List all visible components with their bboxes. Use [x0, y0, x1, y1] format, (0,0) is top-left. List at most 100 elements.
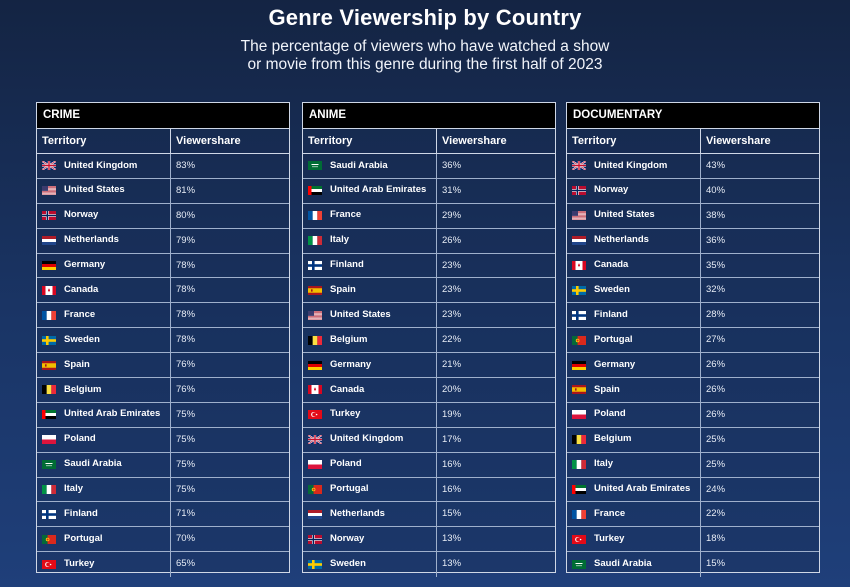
territory-name: Finland: [330, 259, 364, 271]
table-row: Finland 71%: [37, 502, 289, 528]
flag-no-icon: [308, 534, 322, 544]
anime-table: ANIME Territory Viewershare Saudi Arabia…: [302, 102, 556, 578]
viewershare-cell: 71%: [176, 508, 196, 520]
territory-cell: Norway: [303, 527, 437, 552]
flag-de-icon: [572, 360, 586, 370]
territory-name: United Arab Emirates: [330, 184, 427, 196]
territory-cell: Portugal: [303, 477, 437, 502]
territory-cell: Norway: [567, 178, 701, 203]
table-row: Netherlands 15%: [303, 502, 555, 528]
territory-name: Turkey: [64, 558, 95, 570]
territory-name: Spain: [330, 283, 356, 295]
table-row: Spain 76%: [37, 353, 289, 379]
territory-column-header: Territory: [567, 129, 701, 153]
territory-name: Portugal: [64, 532, 103, 544]
territory-cell: Spain: [303, 278, 437, 303]
viewershare-cell: 28%: [706, 309, 726, 321]
territory-cell: Netherlands: [303, 502, 437, 527]
table-row: Poland 75%: [37, 427, 289, 453]
flag-no-icon: [42, 211, 56, 221]
viewershare-cell: 15%: [442, 508, 462, 520]
territory-name: Netherlands: [594, 234, 649, 246]
territory-name: Finland: [64, 507, 98, 519]
territory-name: United Kingdom: [594, 159, 668, 171]
territory-cell: Poland: [37, 427, 171, 452]
table-row: United Arab Emirates 75%: [37, 402, 289, 428]
territory-cell: United Arab Emirates: [37, 402, 171, 427]
territory-name: Germany: [330, 358, 372, 370]
documentary-table-title: DOCUMENTARY: [567, 103, 819, 129]
viewershare-cell: 16%: [442, 483, 462, 495]
territory-cell: Portugal: [567, 328, 701, 353]
documentary-column-header: Territory Viewershare: [567, 129, 819, 154]
territory-cell: United States: [567, 203, 701, 228]
territory-cell: France: [303, 203, 437, 228]
viewershare-cell: 22%: [706, 508, 726, 520]
crime-table: CRIME Territory Viewershare United Kingd…: [36, 102, 290, 578]
viewershare-cell: 76%: [176, 384, 196, 396]
viewershare-cell: 35%: [706, 259, 726, 271]
flag-fi-icon: [42, 509, 56, 519]
territory-column-header: Territory: [37, 129, 171, 153]
crime-table-rows: United Kingdom 83% United States 81% Norway 8…: [37, 154, 289, 578]
viewershare-cell: 75%: [176, 458, 196, 470]
territory-name: Poland: [64, 433, 96, 445]
flag-ca-icon: [308, 385, 322, 395]
viewershare-cell: 23%: [442, 309, 462, 321]
flag-ae-icon: [42, 410, 56, 420]
territory-name: Norway: [330, 532, 365, 544]
territory-cell: United Arab Emirates: [303, 178, 437, 203]
territory-name: Canada: [330, 383, 365, 395]
table-row: Belgium 22%: [303, 328, 555, 354]
table-row: Netherlands 36%: [567, 228, 819, 254]
flag-pl-icon: [308, 460, 322, 470]
flag-be-icon: [308, 335, 322, 345]
territory-cell: United Kingdom: [303, 427, 437, 452]
table-row: Norway 40%: [567, 178, 819, 204]
territory-cell: Sweden: [303, 552, 437, 578]
table-row: Turkey 19%: [303, 402, 555, 428]
viewershare-cell: 15%: [706, 558, 726, 570]
table-row: Canada 20%: [303, 378, 555, 403]
territory-cell: United Kingdom: [37, 154, 171, 178]
flag-us-icon: [572, 211, 586, 221]
territory-cell: Spain: [567, 378, 701, 402]
viewershare-cell: 26%: [706, 384, 726, 396]
territory-name: Belgium: [594, 433, 632, 445]
table-row: Canada 78%: [37, 278, 289, 304]
territory-cell: Belgium: [303, 328, 437, 353]
table-row: Saudi Arabia 75%: [37, 452, 289, 478]
viewershare-cell: 36%: [706, 234, 726, 246]
viewershare-cell: 19%: [442, 408, 462, 420]
table-row: France 78%: [37, 303, 289, 329]
viewershare-cell: 26%: [706, 359, 726, 371]
table-row: Spain 23%: [303, 278, 555, 304]
territory-cell: Germany: [37, 253, 171, 278]
territory-cell: Netherlands: [37, 228, 171, 253]
table-row: Portugal 70%: [37, 527, 289, 553]
viewershare-cell: 78%: [176, 309, 196, 321]
documentary-table: DOCUMENTARY Territory Viewershare United…: [566, 102, 820, 578]
territory-cell: Poland: [303, 452, 437, 477]
table-row: Italy 26%: [303, 228, 555, 254]
territory-cell: Spain: [37, 353, 171, 378]
viewershare-cell: 79%: [176, 234, 196, 246]
flag-fr-icon: [572, 509, 586, 519]
territory-name: Saudi Arabia: [330, 159, 388, 171]
table-row: Finland 28%: [567, 303, 819, 329]
flag-tr-icon: [572, 534, 586, 544]
territory-name: Netherlands: [330, 507, 385, 519]
territory-cell: Saudi Arabia: [303, 154, 437, 178]
territory-cell: Belgium: [567, 427, 701, 452]
table-row: France 22%: [567, 502, 819, 528]
territory-cell: Poland: [567, 402, 701, 427]
viewershare-cell: 38%: [706, 209, 726, 221]
territory-cell: Italy: [303, 228, 437, 253]
territory-cell: United Arab Emirates: [567, 477, 701, 502]
flag-us-icon: [308, 310, 322, 320]
territory-name: Portugal: [594, 333, 633, 345]
territory-name: France: [64, 308, 96, 320]
flag-de-icon: [308, 360, 322, 370]
territory-name: United States: [64, 184, 125, 196]
table-row: Saudi Arabia 15%: [567, 552, 819, 578]
